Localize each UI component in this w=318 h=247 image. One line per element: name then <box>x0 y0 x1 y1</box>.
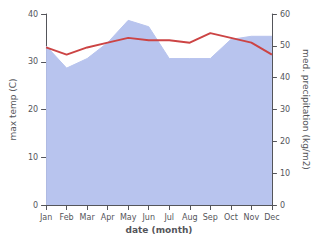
svg-text:Jul: Jul <box>163 213 174 222</box>
svg-text:10: 10 <box>28 153 38 162</box>
svg-text:Dec: Dec <box>264 213 279 222</box>
svg-text:20: 20 <box>280 137 290 146</box>
svg-text:Feb: Feb <box>60 213 74 222</box>
svg-text:Sep: Sep <box>203 213 218 222</box>
svg-text:20: 20 <box>28 105 38 114</box>
svg-text:med. precipitation (kg/m2): med. precipitation (kg/m2) <box>301 49 311 170</box>
svg-text:60: 60 <box>280 10 290 19</box>
svg-text:50: 50 <box>280 41 290 50</box>
svg-text:Nov: Nov <box>244 213 260 222</box>
svg-text:date (month): date (month) <box>126 225 193 235</box>
svg-text:40: 40 <box>280 73 290 82</box>
svg-text:10: 10 <box>280 169 290 178</box>
svg-text:Oct: Oct <box>224 213 238 222</box>
svg-text:Mar: Mar <box>80 213 96 222</box>
svg-text:Apr: Apr <box>101 213 116 222</box>
svg-text:Jun: Jun <box>141 213 155 222</box>
svg-text:30: 30 <box>280 105 290 114</box>
svg-text:0: 0 <box>33 201 38 210</box>
svg-text:May: May <box>120 213 137 222</box>
svg-text:Aug: Aug <box>182 213 198 222</box>
svg-text:0: 0 <box>280 201 285 210</box>
svg-text:Jan: Jan <box>39 213 52 222</box>
svg-text:max temp (C): max temp (C) <box>8 78 18 140</box>
svg-text:30: 30 <box>28 57 38 66</box>
svg-text:40: 40 <box>28 10 38 19</box>
